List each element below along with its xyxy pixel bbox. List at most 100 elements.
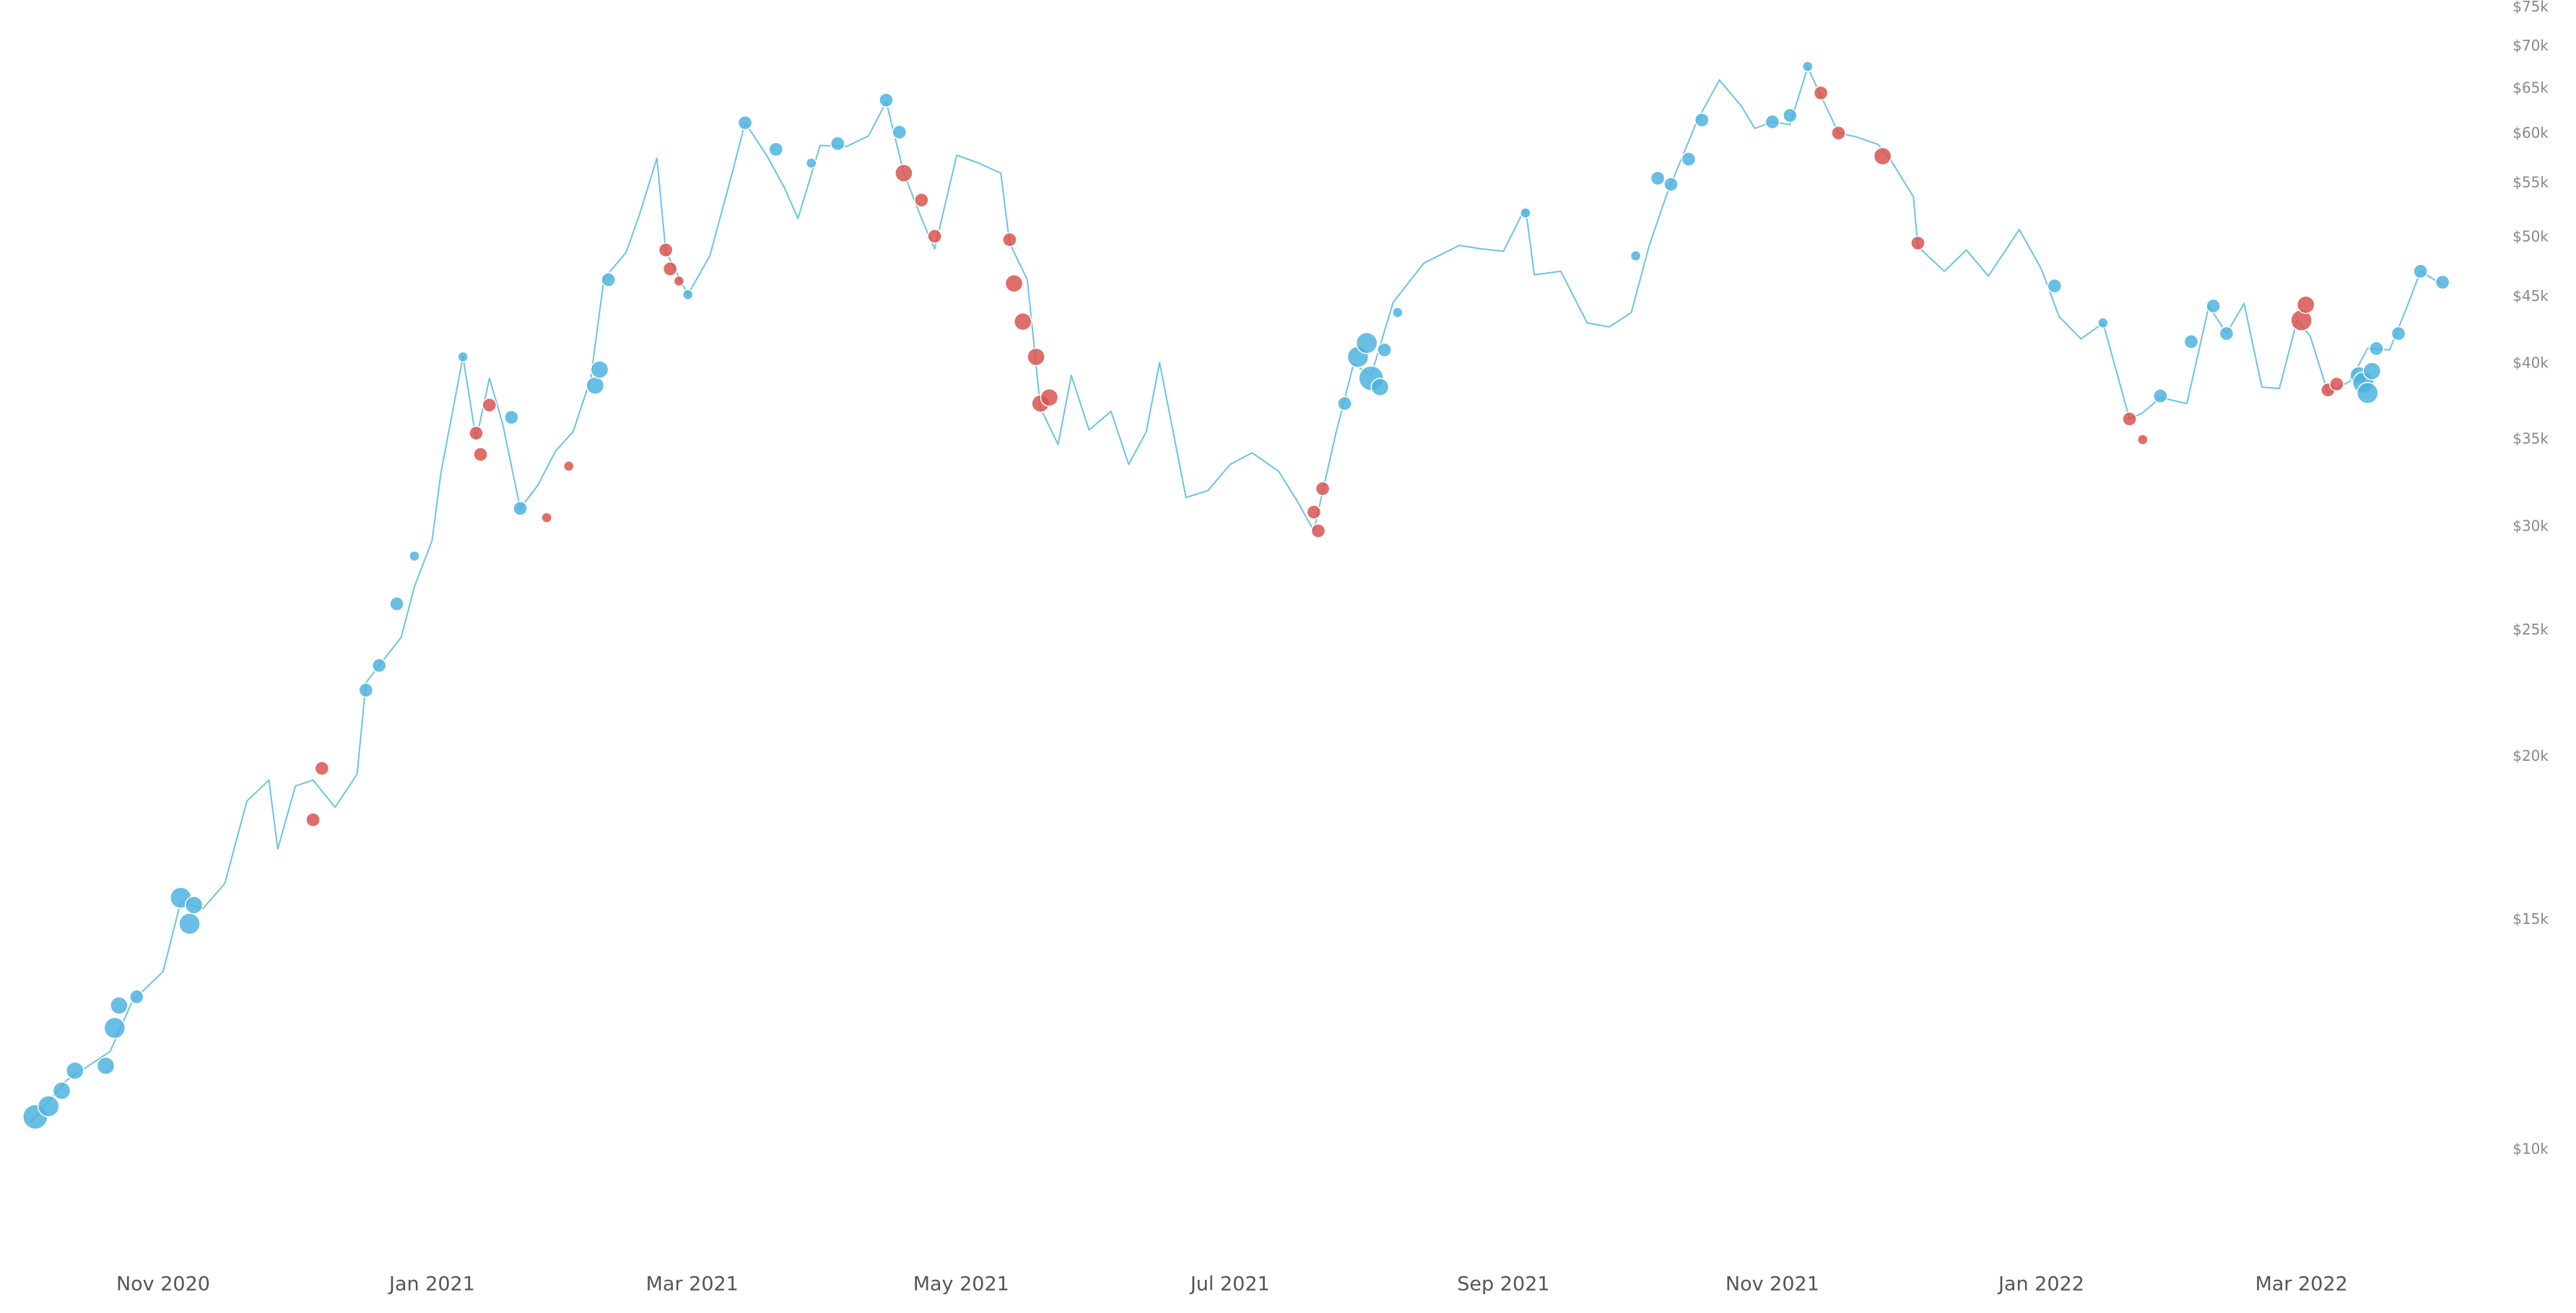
trade-bubble	[1027, 347, 1045, 367]
y-tick-label: $55k	[2512, 174, 2549, 191]
trade-bubble	[1831, 126, 1846, 141]
x-tick-label: Mar 2021	[646, 1273, 739, 1296]
trade-bubble	[2153, 388, 2168, 404]
trade-bubble	[2047, 278, 2063, 294]
y-tick-label: $20k	[2512, 747, 2549, 764]
trade-bubble	[1694, 112, 1710, 128]
trade-bubble	[1910, 235, 1926, 251]
trade-bubble	[2390, 326, 2406, 341]
trade-bubble	[1783, 108, 1798, 123]
trade-bubble	[2434, 274, 2450, 290]
x-tick-label: Jan 2021	[388, 1273, 475, 1296]
trade-bubble	[1873, 147, 1892, 166]
trade-bubble	[1306, 505, 1322, 520]
trade-bubble	[1765, 114, 1780, 130]
trade-bubble	[768, 141, 784, 157]
trade-bubble	[601, 272, 617, 287]
trade-bubble	[457, 351, 469, 363]
trade-bubble	[1392, 307, 1404, 318]
x-tick-label: Mar 2022	[2255, 1273, 2348, 1296]
y-tick-label: $60k	[2512, 124, 2549, 141]
trade-bubble	[2097, 317, 2109, 329]
trade-bubble	[358, 682, 374, 698]
trade-bubble	[1813, 85, 1829, 101]
y-tick-label: $30k	[2512, 518, 2549, 535]
trade-bubble	[892, 124, 908, 140]
trade-bubble	[2183, 334, 2199, 349]
x-tick-label: Nov 2020	[116, 1273, 210, 1296]
trade-bubble	[914, 192, 929, 208]
trade-bubble	[1801, 61, 1814, 72]
trade-bubble	[52, 1081, 71, 1100]
trade-bubble	[895, 164, 913, 183]
y-tick-label: $70k	[2512, 37, 2549, 54]
trade-bubble	[805, 157, 817, 169]
trade-bubble	[409, 550, 420, 562]
x-tick-label: Jul 2021	[1189, 1273, 1270, 1296]
trade-bubble	[737, 115, 753, 131]
trade-bubble	[1310, 523, 1326, 538]
trade-bubble	[305, 812, 321, 828]
trade-bubble	[2362, 362, 2382, 380]
trade-bubble	[2206, 298, 2221, 314]
trade-bubble	[1629, 250, 1642, 262]
trade-bubble	[1520, 207, 1531, 219]
trade-bubble	[37, 1095, 60, 1117]
x-tick-label: Sep 2021	[1457, 1273, 1549, 1296]
trade-bubble	[673, 275, 685, 287]
trade-bubble	[389, 596, 404, 611]
trade-bubble	[682, 289, 694, 300]
y-tick-label: $35k	[2512, 430, 2549, 448]
trade-bubble	[1040, 388, 1059, 407]
x-tick-label: Jan 2022	[1997, 1273, 2084, 1296]
y-tick-label: $10k	[2512, 1140, 2549, 1158]
trade-bubble	[1650, 170, 1666, 186]
x-tick-label: Nov 2021	[1726, 1273, 1819, 1296]
trade-bubble	[2137, 434, 2149, 445]
trade-bubble	[473, 447, 488, 462]
trade-bubble	[1681, 152, 1697, 167]
trade-bubble	[103, 1016, 126, 1039]
trade-bubble	[2297, 295, 2315, 314]
y-tick-label: $15k	[2512, 910, 2549, 928]
trade-bubble	[541, 512, 553, 523]
trade-bubble	[482, 397, 497, 413]
trade-bubble	[879, 92, 894, 108]
trade-bubble	[927, 229, 942, 244]
y-tick-label: $45k	[2512, 287, 2549, 305]
trade-bubble	[662, 261, 678, 276]
x-tick-label: May 2021	[913, 1273, 1009, 1296]
trade-bubble	[66, 1061, 84, 1081]
trade-bubble	[1370, 378, 1390, 397]
trade-bubble	[1663, 177, 1679, 192]
trade-bubble	[504, 409, 519, 425]
y-tick-label: $40k	[2512, 354, 2549, 372]
trade-bubble	[2122, 411, 2137, 427]
y-tick-label: $75k	[2512, 0, 2549, 15]
trade-bubble	[96, 1056, 116, 1076]
trade-bubble	[1004, 274, 1024, 293]
trade-bubble	[1355, 331, 1378, 354]
trade-bubble	[2413, 263, 2428, 279]
trade-bubble	[1315, 481, 1331, 497]
trade-bubble	[184, 896, 204, 915]
trade-bubble	[110, 996, 129, 1015]
trade-bubble	[1377, 342, 1392, 358]
trade-bubble	[590, 360, 609, 379]
trade-bubble	[586, 376, 605, 395]
trade-bubble	[2219, 326, 2235, 341]
trade-bubble	[178, 912, 201, 935]
trade-bubble	[129, 989, 144, 1005]
trade-bubble	[469, 425, 484, 441]
y-tick-label: $50k	[2512, 227, 2549, 245]
price-line	[30, 66, 2443, 1123]
trade-bubble	[562, 460, 575, 472]
trade-bubble	[658, 243, 674, 258]
y-tick-label: $65k	[2512, 79, 2549, 96]
trade-bubble	[1013, 312, 1032, 331]
trade-bubble	[1337, 396, 1352, 411]
trade-bubble	[830, 136, 845, 152]
trade-bubble	[314, 761, 330, 776]
y-tick-label: $25k	[2512, 621, 2549, 638]
trade-bubble	[371, 658, 387, 673]
